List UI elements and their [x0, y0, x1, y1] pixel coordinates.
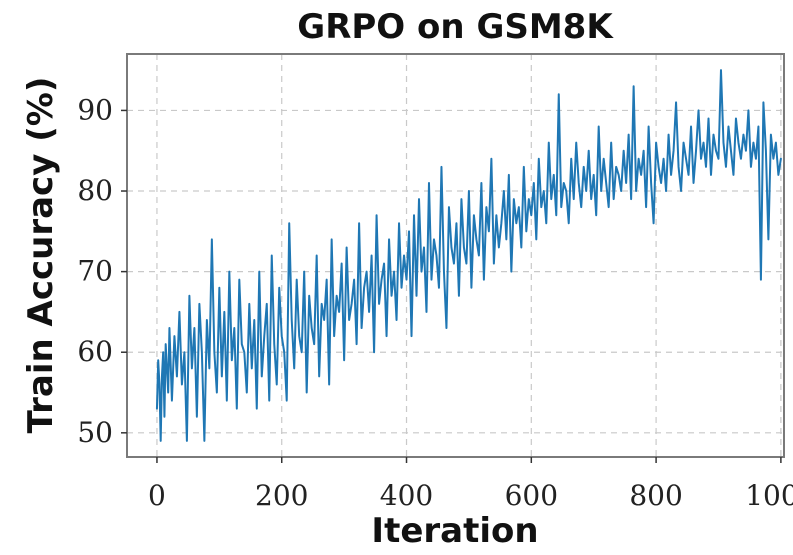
x-tick-label: 600 — [505, 479, 558, 512]
ticks: 0 200 400 600 800 1000 50 60 70 80 90 — [77, 93, 793, 512]
x-tick-label: 200 — [255, 479, 308, 512]
series-line-0 — [155, 69, 782, 442]
chart-title: GRPO on GSM8K — [297, 7, 614, 47]
x-tick-label: 800 — [629, 479, 682, 512]
y-tick-label: 80 — [77, 174, 113, 207]
grid — [127, 54, 784, 457]
y-axis-title: Train Accuracy (%) — [21, 77, 61, 434]
x-axis-title: Iteration — [371, 511, 538, 551]
y-tick-label: 50 — [77, 416, 113, 449]
plot-frame — [126, 53, 785, 458]
series-layer — [155, 69, 782, 442]
x-tick-label: 0 — [148, 479, 166, 512]
x-tick-label: 1000 — [745, 479, 793, 512]
y-tick-label: 70 — [77, 255, 113, 288]
y-tick-label: 90 — [77, 93, 113, 126]
x-tick-label: 400 — [380, 479, 433, 512]
y-tick-label: 60 — [77, 335, 113, 368]
